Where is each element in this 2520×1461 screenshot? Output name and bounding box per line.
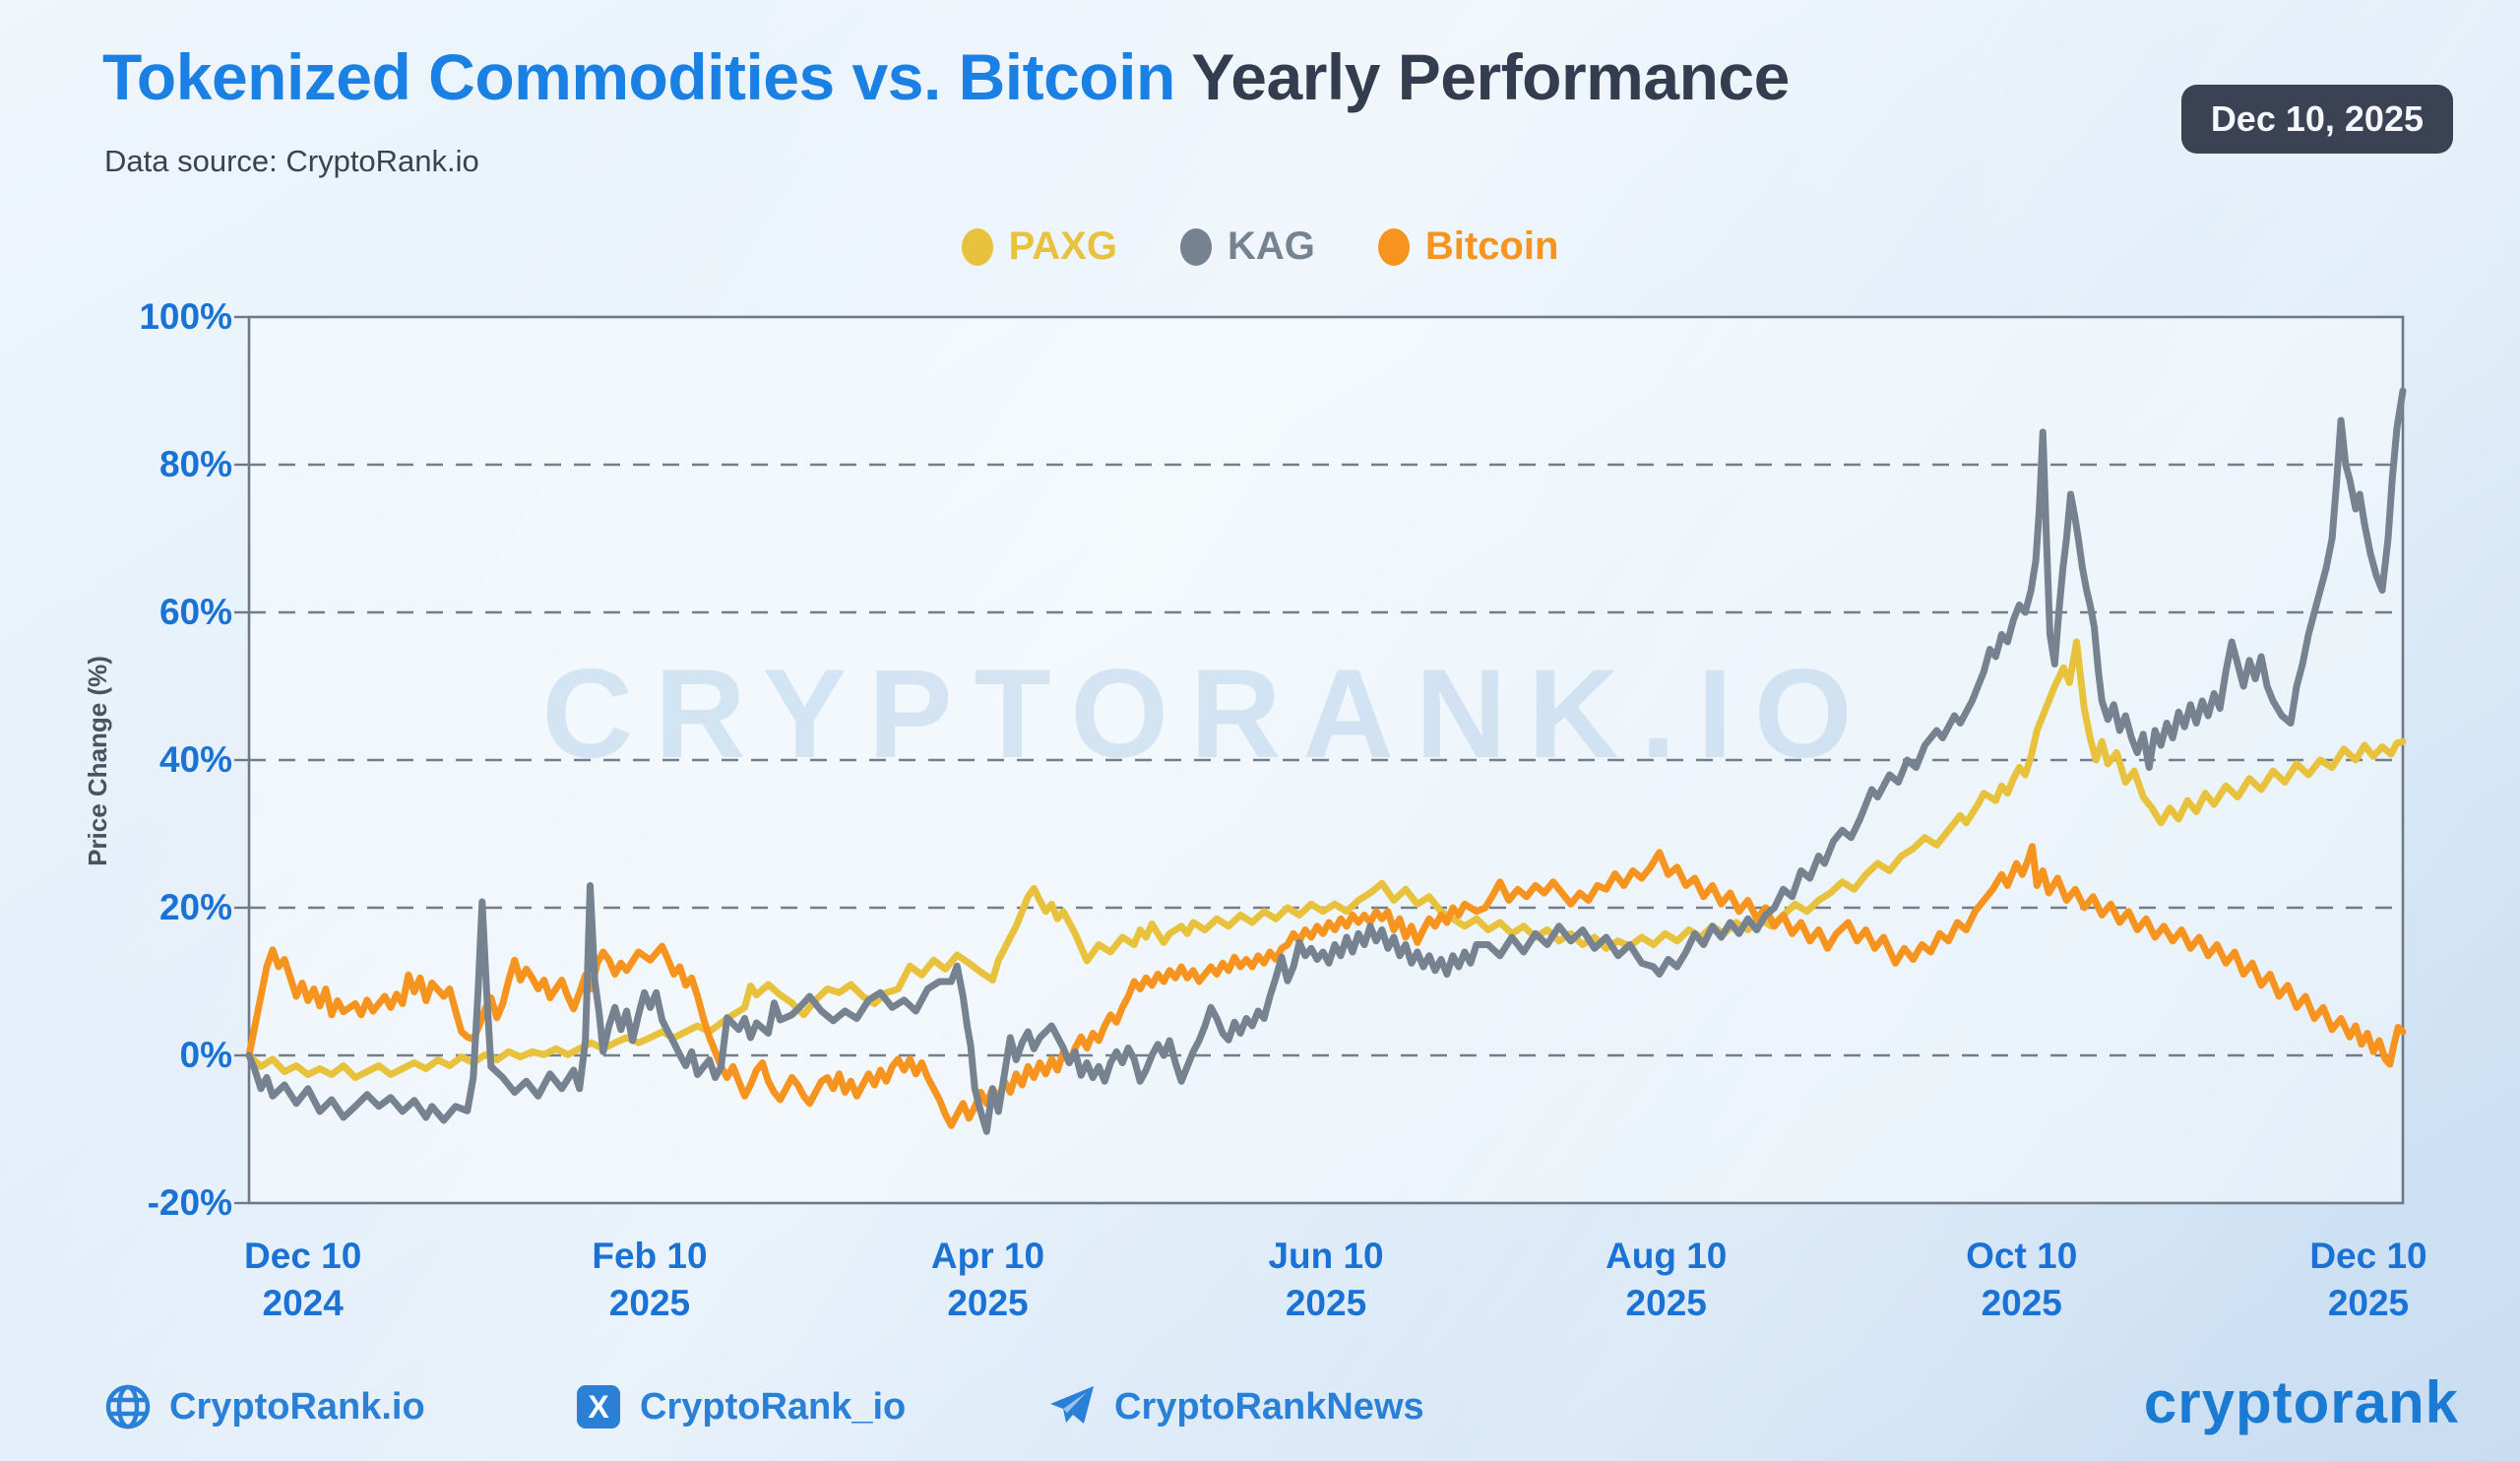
footer-website-label: CryptoRank.io <box>169 1385 425 1428</box>
y-tick-label: 60% <box>158 592 232 632</box>
x-tick-label: Jun 10 2025 <box>1268 1236 1384 1323</box>
y-tick-label: 20% <box>158 887 232 927</box>
legend-item-kag: KAG <box>1179 224 1315 269</box>
y-tick-label: -20% <box>147 1182 232 1223</box>
page-title: Tokenized Commodities vs. Bitcoin Yearly… <box>102 39 1790 114</box>
x-tick-label: Oct 10 2025 <box>1966 1236 2078 1323</box>
cryptorank-logo[interactable]: cryptorank <box>2143 1369 2459 1435</box>
x-twitter-icon: X <box>577 1385 620 1429</box>
y-tick-label: 0% <box>179 1035 232 1075</box>
legend-item-paxg: PAXG <box>961 224 1117 269</box>
x-tick-label: Dec 10 2024 <box>244 1236 362 1323</box>
x-tick-label: Dec 10 2025 <box>2309 1236 2427 1323</box>
footer-twitter-label: CryptoRank_io <box>640 1385 907 1428</box>
x-tick-label: Apr 10 2025 <box>930 1236 1045 1323</box>
globe-icon <box>105 1384 151 1429</box>
footer-telegram-label: CryptoRankNews <box>1114 1385 1424 1428</box>
kag-dot-icon <box>1179 227 1212 266</box>
chart-legend: PAXG KAG Bitcoin <box>0 224 2520 269</box>
legend-label-kag: KAG <box>1227 224 1315 268</box>
telegram-icon <box>1050 1386 1094 1424</box>
footer-telegram-link[interactable]: CryptoRankNews <box>1047 1374 1424 1439</box>
footer-website-link[interactable]: CryptoRank.io <box>104 1374 425 1439</box>
legend-label-paxg: PAXG <box>1008 224 1117 268</box>
title-rest: Yearly Performance <box>1174 40 1790 113</box>
date-badge: Dec 10, 2025 <box>2180 85 2453 154</box>
x-tick-label: Aug 10 2025 <box>1606 1236 1728 1323</box>
performance-chart <box>234 315 2407 1205</box>
legend-item-bitcoin: Bitcoin <box>1377 224 1559 269</box>
paxg-dot-icon <box>961 227 993 266</box>
y-tick-label: 80% <box>158 444 232 484</box>
title-highlight: Tokenized Commodities vs. Bitcoin <box>102 40 1175 113</box>
plot-area: CRYPTORANK.IO <box>234 315 2407 1205</box>
x-tick-label: Feb 10 2025 <box>592 1236 708 1323</box>
bitcoin-dot-icon <box>1377 227 1410 266</box>
svg-text:X: X <box>588 1389 609 1425</box>
footer-twitter-link[interactable]: X CryptoRank_io <box>575 1374 906 1439</box>
data-source-subtitle: Data source: CryptoRank.io <box>104 144 479 178</box>
y-tick-label: 100% <box>139 296 232 337</box>
legend-label-bitcoin: Bitcoin <box>1424 224 1559 268</box>
y-tick-label: 40% <box>158 739 232 780</box>
